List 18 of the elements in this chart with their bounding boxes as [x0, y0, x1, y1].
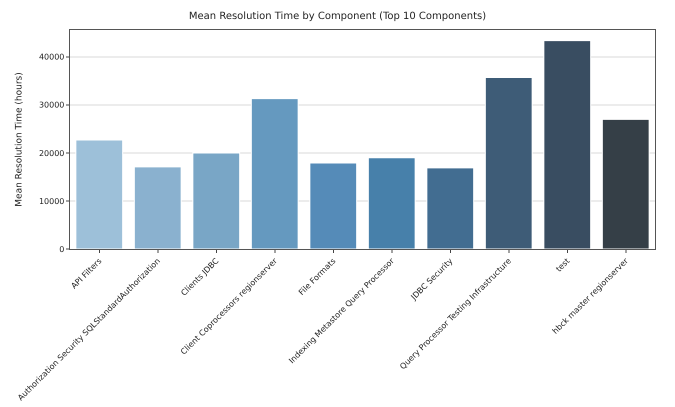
bar — [602, 118, 650, 249]
x-tick-label: test — [554, 256, 572, 274]
bar — [309, 162, 358, 249]
bar — [250, 98, 299, 249]
y-tick-label: 20000 — [38, 148, 64, 158]
y-tick-label: 10000 — [38, 196, 64, 206]
y-tick-label: 30000 — [38, 100, 64, 110]
bar — [368, 157, 416, 249]
bar — [192, 152, 240, 249]
chart-title: Mean Resolution Time by Component (Top 10 Components) — [188, 11, 486, 22]
y-axis-title: Mean Resolution Time (hours) — [14, 72, 24, 207]
y-tick-label: 0 — [59, 244, 64, 254]
bar — [75, 139, 124, 249]
y-tick-label: 40000 — [38, 52, 64, 62]
bar — [134, 166, 182, 249]
bar — [484, 77, 533, 249]
bar — [543, 40, 592, 249]
bar — [426, 167, 474, 249]
